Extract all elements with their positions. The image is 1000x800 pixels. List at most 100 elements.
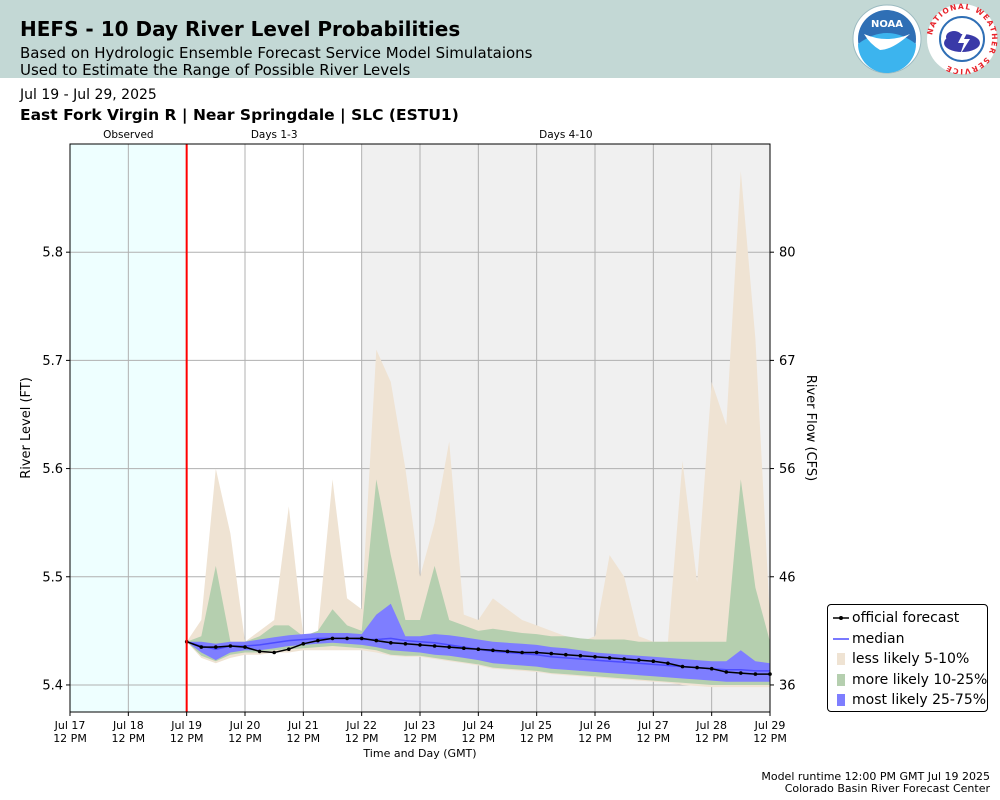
official-forecast-point <box>374 638 379 643</box>
x-tick-label: Jul 23 <box>404 719 436 732</box>
x-tick-label: 12 PM <box>753 732 787 745</box>
band-less-likely <box>186 171 770 688</box>
official-forecast-point <box>418 643 422 647</box>
official-forecast-point <box>345 636 349 641</box>
official-forecast-point <box>578 653 583 658</box>
x-tick-label: Jul 26 <box>579 719 611 732</box>
official-forecast-point <box>432 644 437 648</box>
official-forecast-point <box>447 645 452 649</box>
x-tick-label: 12 PM <box>520 732 554 745</box>
x-tick-label: Jul 25 <box>520 719 552 732</box>
region-label: Days 1-3 <box>251 129 298 141</box>
x-tick-label: 12 PM <box>578 732 612 745</box>
official-forecast-point <box>476 647 481 651</box>
official-forecast-point <box>199 645 204 649</box>
official-forecast-point <box>520 650 524 655</box>
y-tick-label: 5.7 <box>42 354 63 369</box>
official-forecast-point <box>680 664 685 669</box>
official-forecast-point <box>695 665 699 670</box>
x-tick-label: 12 PM <box>637 732 671 745</box>
official-forecast-point <box>622 657 626 661</box>
official-forecast-point <box>651 659 656 663</box>
official-forecast-point <box>637 658 641 662</box>
x-tick-label: Jul 17 <box>54 719 86 732</box>
x-tick-label: Jul 18 <box>112 719 144 732</box>
y2-tick-label: 36 <box>779 678 796 693</box>
x-tick-label: Jul 28 <box>695 719 727 732</box>
official-forecast-point <box>709 666 714 671</box>
y2-tick-label: 80 <box>779 246 796 261</box>
official-forecast-point <box>257 649 262 654</box>
legend-most-likely-swatch <box>837 694 845 706</box>
official-forecast-point <box>316 638 320 643</box>
x-tick-label: Jul 22 <box>345 719 377 732</box>
official-forecast-point <box>228 644 233 648</box>
official-forecast-point <box>389 641 393 645</box>
x-tick-label: 12 PM <box>112 732 146 745</box>
official-forecast-point <box>505 649 510 654</box>
official-forecast-point <box>534 650 539 655</box>
chart-legend: official forecast median less likely 5-1… <box>827 604 988 712</box>
official-forecast-point <box>243 645 247 649</box>
x-tick-label: 12 PM <box>462 732 496 745</box>
page-subtitle-1: Based on Hydrologic Ensemble Forecast Se… <box>20 44 533 62</box>
legend-item-median: median <box>828 629 987 650</box>
noaa-logo-icon: NOAA <box>852 4 922 74</box>
official-forecast-point <box>549 651 554 656</box>
legend-label: most likely 25-75% <box>852 692 987 708</box>
legend-more-likely-swatch <box>837 673 845 686</box>
header-banner: HEFS - 10 Day River Level Probabilities … <box>0 0 1000 79</box>
y-axis-label: River Level (FT) <box>19 377 34 479</box>
official-forecast-point <box>359 636 364 641</box>
y-tick-label: 5.4 <box>42 678 63 693</box>
page-title: HEFS - 10 Day River Level Probabilities <box>20 17 461 41</box>
legend-label: median <box>852 630 905 647</box>
legend-label: official forecast <box>852 610 960 626</box>
y-tick-label: 5.5 <box>42 570 63 585</box>
y2-axis-label: River Flow (CFS) <box>803 375 818 481</box>
legend-item-more-likely: more likely 10-25% <box>828 670 987 691</box>
x-tick-label: Jul 29 <box>754 719 786 732</box>
y-tick-label: 5.8 <box>42 246 63 261</box>
y-tick-label: 5.6 <box>42 462 63 477</box>
official-forecast-point <box>462 646 466 650</box>
official-forecast-point <box>593 655 597 659</box>
legend-median-swatch <box>833 637 849 640</box>
legend-item-less-likely: less likely 5-10% <box>828 649 987 670</box>
x-tick-label: Jul 24 <box>462 719 494 732</box>
x-tick-label: 12 PM <box>228 732 262 745</box>
x-tick-label: 12 PM <box>53 732 87 745</box>
x-tick-label: 12 PM <box>695 732 729 745</box>
footer-center: Colorado Basin River Forecast Center <box>784 782 990 795</box>
x-tick-label: 12 PM <box>287 732 321 745</box>
footer-runtime: Model runtime 12:00 PM GMT Jul 19 2025 <box>761 770 990 783</box>
y2-tick-label: 46 <box>779 570 796 585</box>
legend-less-likely-swatch <box>837 653 845 665</box>
x-axis-label: Time and Day (GMT) <box>362 747 476 760</box>
official-forecast-point <box>272 650 277 655</box>
x-tick-label: Jul 27 <box>637 719 669 732</box>
official-forecast-point <box>301 642 306 646</box>
official-forecast-point <box>666 661 670 666</box>
official-forecast-point <box>214 645 218 649</box>
legend-label: less likely 5-10% <box>852 651 970 667</box>
legend-item-most-likely: most likely 25-75% <box>828 690 987 711</box>
location-title: East Fork Virgin R | Near Springdale | S… <box>20 106 459 124</box>
x-tick-label: Jul 20 <box>229 719 261 732</box>
official-forecast-point <box>330 636 335 641</box>
x-tick-label: 12 PM <box>345 732 379 745</box>
x-tick-label: Jul 19 <box>170 719 202 732</box>
official-forecast-point <box>739 671 743 675</box>
official-forecast-point <box>491 648 495 653</box>
official-forecast-point <box>753 672 758 676</box>
x-tick-label: Jul 21 <box>287 719 319 732</box>
official-forecast-point <box>724 670 729 674</box>
region-label: Observed <box>103 129 154 141</box>
official-forecast-point <box>287 647 291 651</box>
official-forecast-point <box>403 642 408 646</box>
x-tick-label: 12 PM <box>403 732 437 745</box>
y2-tick-label: 56 <box>779 462 796 477</box>
official-forecast-point <box>607 656 612 660</box>
region-label: Days 4-10 <box>539 129 592 141</box>
